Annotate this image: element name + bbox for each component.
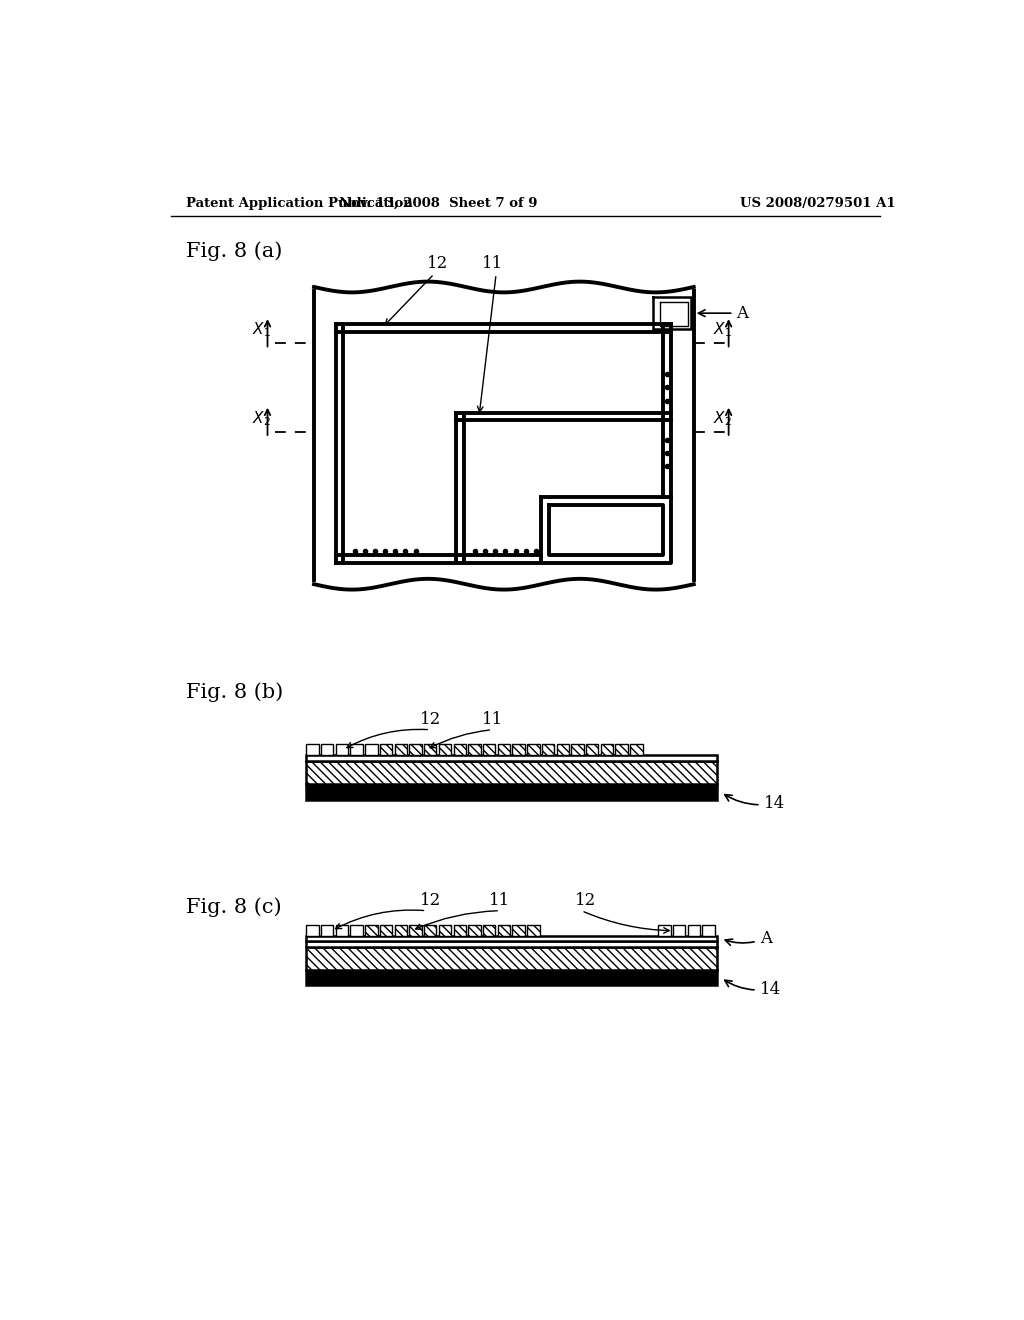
Text: Fig. 8 (b): Fig. 8 (b) xyxy=(186,682,284,702)
Bar xyxy=(306,784,717,800)
Text: 14: 14 xyxy=(725,795,784,812)
Bar xyxy=(306,946,717,970)
Bar xyxy=(468,744,480,755)
Bar xyxy=(438,925,452,936)
Bar xyxy=(512,925,525,936)
Bar xyxy=(687,925,700,936)
Bar xyxy=(483,925,496,936)
Text: $X_1$: $X_1$ xyxy=(713,321,732,339)
Text: Fig. 8 (c): Fig. 8 (c) xyxy=(186,898,282,917)
Bar xyxy=(336,744,348,755)
Bar xyxy=(586,744,598,755)
Bar xyxy=(673,925,685,936)
Bar xyxy=(542,744,554,755)
Bar xyxy=(424,925,436,936)
Bar xyxy=(350,744,362,755)
Bar xyxy=(702,925,715,936)
Bar xyxy=(527,744,540,755)
Text: US 2008/0279501 A1: US 2008/0279501 A1 xyxy=(740,197,896,210)
Bar xyxy=(468,925,480,936)
Bar xyxy=(380,744,392,755)
Bar xyxy=(527,925,540,936)
Bar xyxy=(498,744,510,755)
Text: 11: 11 xyxy=(489,892,511,909)
Bar xyxy=(424,744,436,755)
Bar xyxy=(454,744,466,755)
Text: A: A xyxy=(698,305,749,322)
Text: 14: 14 xyxy=(725,981,781,998)
Bar xyxy=(615,744,628,755)
Bar xyxy=(366,744,378,755)
Bar xyxy=(571,744,584,755)
Bar xyxy=(336,925,348,936)
Bar xyxy=(394,744,407,755)
Bar xyxy=(306,744,318,755)
Text: Nov. 13, 2008  Sheet 7 of 9: Nov. 13, 2008 Sheet 7 of 9 xyxy=(339,197,538,210)
Bar xyxy=(438,744,452,755)
Bar xyxy=(380,925,392,936)
Bar xyxy=(658,925,671,936)
Text: 11: 11 xyxy=(481,711,503,729)
Text: $X_2$: $X_2$ xyxy=(713,409,732,428)
Bar xyxy=(366,925,378,936)
Text: Fig. 8 (a): Fig. 8 (a) xyxy=(186,242,283,261)
Text: A: A xyxy=(725,929,772,946)
Bar xyxy=(321,925,334,936)
Bar xyxy=(410,744,422,755)
Bar xyxy=(454,925,466,936)
Bar xyxy=(306,936,717,941)
Text: 12: 12 xyxy=(427,255,449,272)
Text: 11: 11 xyxy=(481,255,503,272)
Bar xyxy=(321,744,334,755)
Text: $X_1$: $X_1$ xyxy=(252,321,270,339)
Bar xyxy=(306,762,717,784)
Bar xyxy=(350,925,362,936)
Bar xyxy=(394,925,407,936)
Text: Patent Application Publication: Patent Application Publication xyxy=(186,197,413,210)
Text: 12: 12 xyxy=(574,892,596,909)
Bar xyxy=(306,970,717,985)
Bar xyxy=(483,744,496,755)
Bar xyxy=(410,925,422,936)
Bar xyxy=(557,744,569,755)
Bar xyxy=(306,755,717,762)
Bar xyxy=(601,744,613,755)
Bar xyxy=(630,744,643,755)
Bar xyxy=(306,925,318,936)
Text: 12: 12 xyxy=(420,711,441,729)
Bar xyxy=(498,925,510,936)
Bar xyxy=(306,941,717,946)
Text: 12: 12 xyxy=(420,892,441,909)
Text: $X_2$: $X_2$ xyxy=(252,409,270,428)
Bar xyxy=(512,744,525,755)
